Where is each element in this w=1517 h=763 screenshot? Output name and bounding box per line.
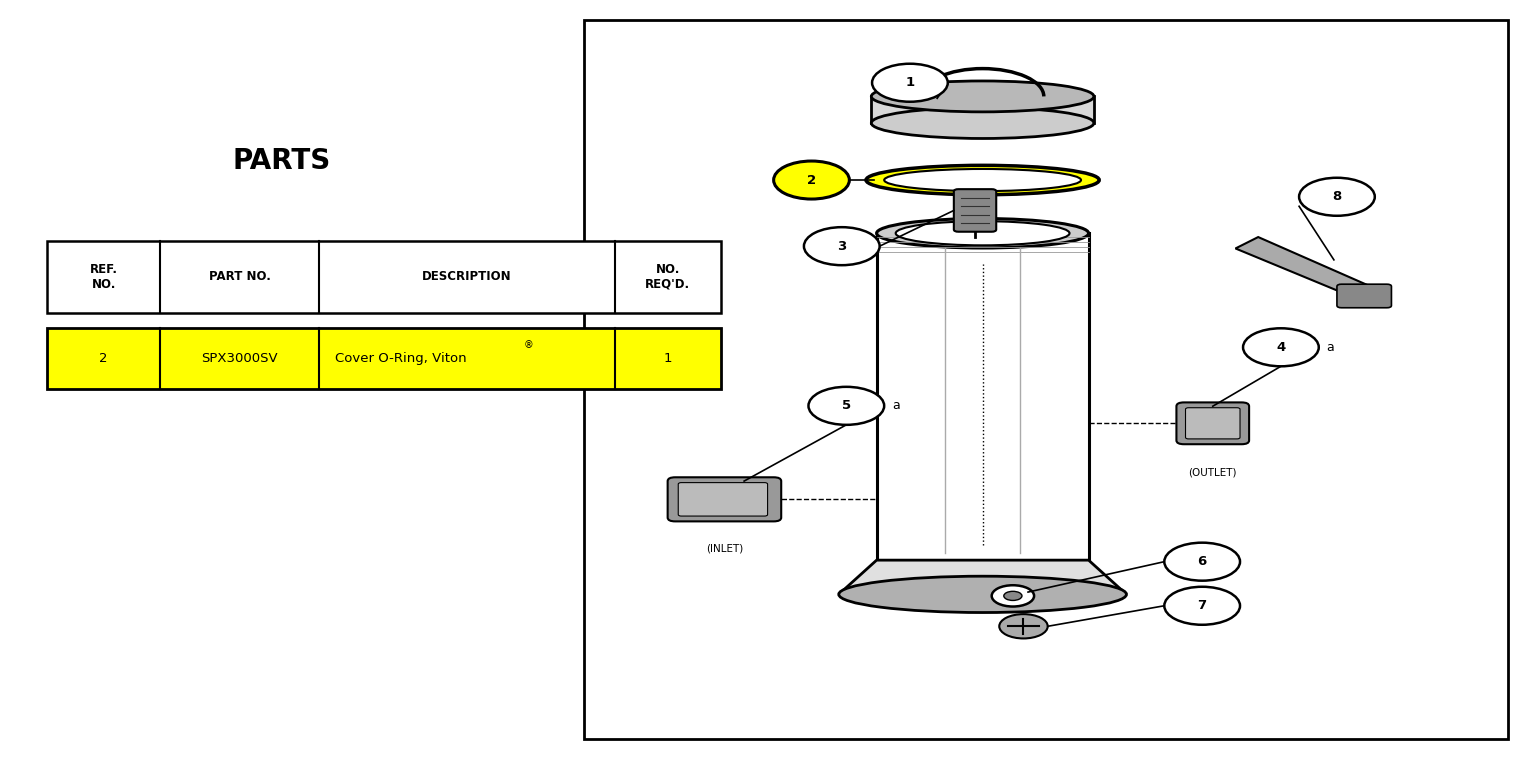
Text: NO.
REQ'D.: NO. REQ'D. — [645, 263, 690, 291]
Circle shape — [1165, 542, 1239, 581]
FancyBboxPatch shape — [1336, 284, 1391, 307]
Circle shape — [1299, 178, 1374, 216]
Text: 7: 7 — [1197, 599, 1206, 612]
Bar — [47, 241, 721, 313]
Circle shape — [992, 585, 1035, 607]
Polygon shape — [839, 560, 1127, 594]
Bar — [871, 96, 1094, 123]
Ellipse shape — [839, 576, 1127, 613]
FancyBboxPatch shape — [954, 189, 997, 232]
Text: 2: 2 — [99, 353, 108, 365]
Text: 1: 1 — [663, 353, 672, 365]
Text: PART NO.: PART NO. — [209, 270, 272, 284]
Circle shape — [1165, 587, 1239, 625]
Ellipse shape — [884, 169, 1082, 191]
Text: REF.
NO.: REF. NO. — [90, 263, 118, 291]
Text: 8: 8 — [1332, 190, 1341, 203]
Circle shape — [804, 227, 880, 266]
Circle shape — [774, 161, 850, 199]
Bar — [584, 21, 1508, 739]
Ellipse shape — [895, 221, 1069, 246]
Text: 3: 3 — [837, 240, 846, 253]
Bar — [47, 328, 721, 389]
Text: a: a — [892, 399, 900, 412]
Text: DESCRIPTION: DESCRIPTION — [422, 270, 511, 284]
Circle shape — [809, 387, 884, 425]
Ellipse shape — [871, 81, 1094, 112]
Text: 5: 5 — [842, 399, 851, 412]
Circle shape — [1000, 614, 1048, 639]
Circle shape — [1242, 328, 1318, 366]
FancyBboxPatch shape — [678, 483, 768, 516]
Text: 4: 4 — [1276, 341, 1285, 354]
Bar — [877, 233, 1089, 560]
Text: (INLET): (INLET) — [705, 544, 743, 554]
Text: SPX3000SV: SPX3000SV — [202, 353, 278, 365]
Text: PARTS: PARTS — [232, 147, 331, 175]
Text: (OUTLET): (OUTLET) — [1188, 468, 1236, 478]
Text: 6: 6 — [1197, 555, 1208, 568]
Ellipse shape — [866, 166, 1100, 195]
Ellipse shape — [871, 108, 1094, 138]
Circle shape — [872, 64, 948, 101]
Text: a: a — [1326, 341, 1333, 354]
Text: 1: 1 — [906, 76, 915, 89]
Circle shape — [1004, 591, 1022, 600]
Ellipse shape — [877, 218, 1089, 248]
Polygon shape — [1235, 237, 1379, 301]
Text: 2: 2 — [807, 173, 816, 186]
FancyBboxPatch shape — [1185, 407, 1239, 439]
Text: Cover O-Ring, Viton: Cover O-Ring, Viton — [335, 353, 466, 365]
FancyBboxPatch shape — [667, 478, 781, 521]
Text: ®: ® — [523, 340, 534, 350]
FancyBboxPatch shape — [1176, 402, 1248, 444]
